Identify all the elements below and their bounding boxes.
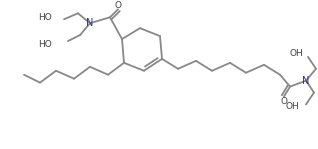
Text: OH: OH: [285, 102, 299, 111]
Text: OH: OH: [289, 49, 303, 58]
Text: HO: HO: [38, 13, 52, 22]
Text: N: N: [86, 18, 94, 28]
Text: N: N: [302, 76, 310, 86]
Text: O: O: [280, 97, 287, 106]
Text: O: O: [114, 1, 121, 10]
Text: HO: HO: [38, 39, 52, 49]
